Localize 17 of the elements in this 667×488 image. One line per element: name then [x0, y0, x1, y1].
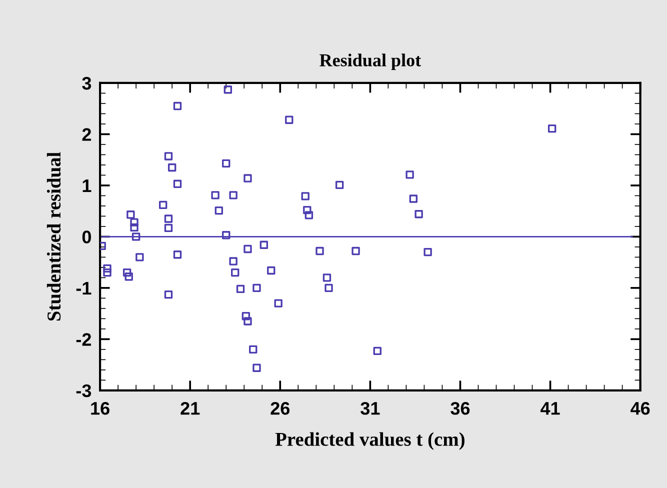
x-tick-label: 41	[540, 402, 560, 415]
y-tick-label: 1	[82, 180, 92, 192]
x-tick-label: 26	[270, 402, 290, 415]
y-tick-label: 2	[82, 128, 91, 141]
y-tick-label: 3	[82, 76, 92, 90]
y-tick-label: 0	[82, 230, 91, 244]
x-tick-label: 21	[180, 402, 200, 415]
y-axis-title: Studentized residual	[46, 152, 61, 321]
x-tick-label: 31	[360, 402, 380, 415]
x-tick-label: 46	[630, 402, 650, 415]
x-tick-label: 36	[450, 402, 470, 415]
x-tick-label: 16	[91, 402, 110, 415]
y-tick-label: -1	[76, 282, 92, 294]
y-tick-label: -2	[76, 333, 91, 346]
x-axis-title: Predicted values t (cm)	[275, 432, 464, 450]
y-tick-label: -3	[76, 384, 92, 398]
chart-title: Residual plot	[320, 54, 422, 70]
